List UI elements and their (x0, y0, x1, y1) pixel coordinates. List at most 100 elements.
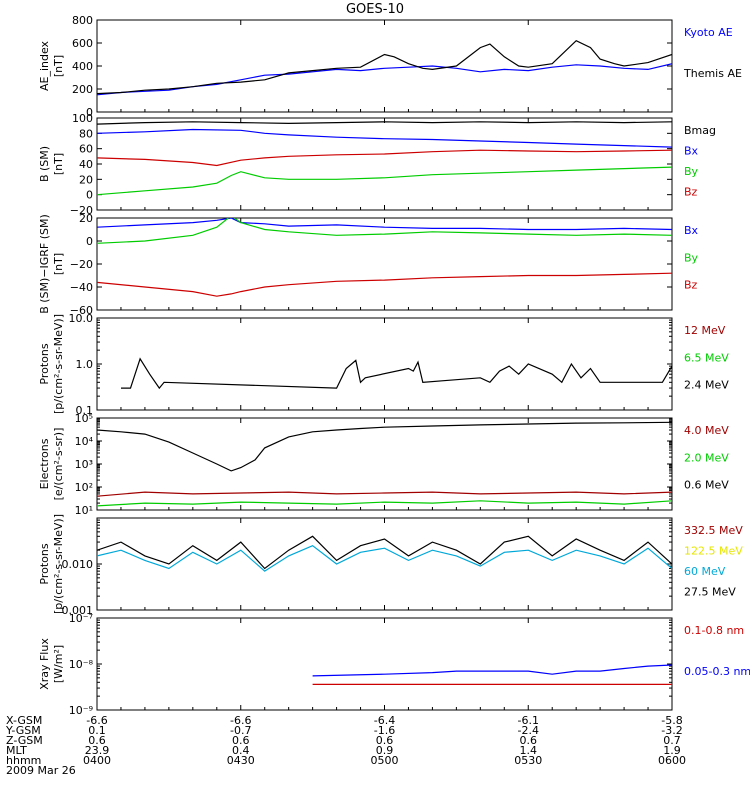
panel-5: 10¹ 10² 10³ 10⁴ 10⁵ Electrons [e/(cm²-s-sr)] 4.… (38, 412, 729, 517)
y-tick-label: 0 (86, 235, 93, 248)
y-tick-label: −20 (70, 258, 93, 271)
legend-label: Bx (684, 224, 699, 237)
y-axis-unit: [e/(cm²-s-sr)] (52, 428, 65, 501)
legend-label: Themis AE (683, 67, 742, 80)
y-tick-label: 0 (86, 106, 93, 119)
ephemeris-value: 1.9 (663, 744, 681, 757)
date-label: 2009 Mar 26 (6, 764, 76, 777)
ephemeris-value: -5.8 (661, 714, 682, 727)
y-tick-label: 80 (79, 127, 93, 140)
series-group (97, 39, 672, 96)
y-tick-label: 400 (72, 60, 93, 73)
y-tick-label: 1.0 (76, 358, 94, 371)
y-axis-unit: [W/m²] (52, 645, 65, 683)
series-line (97, 535, 672, 570)
y-tick-label: 20 (79, 173, 93, 186)
series-line (97, 39, 672, 95)
ephemeris-row-label: X-GSM (6, 714, 42, 727)
legend-label: Bmag (684, 124, 716, 137)
legend-label: By (684, 251, 699, 264)
ephemeris-value: -6.6 (230, 714, 251, 727)
y-tick-label: 10.0 (69, 312, 94, 325)
panel-3: −60 −40 −20 0 20 B (SM)−IGRF (SM) [nT] Bx By Bz (38, 212, 699, 317)
series-line (97, 491, 672, 497)
y-tick-label: 10⁻⁹ (69, 704, 93, 717)
ephemeris-value: 0.6 (520, 734, 538, 747)
y-tick-label: 0.001 (62, 604, 94, 617)
panel-frame (96, 517, 673, 611)
series-line (97, 218, 672, 231)
series-line (97, 121, 672, 125)
ephemeris-row-label: MLT (6, 744, 27, 757)
legend-label: By (684, 165, 699, 178)
legend-label: 0.1-0.8 nm (684, 624, 744, 637)
y-axis-unit: [nT] (52, 253, 65, 275)
panel-frame (96, 317, 673, 411)
y-axis-label: Xray Flux (38, 638, 51, 690)
series-line (97, 63, 672, 96)
y-axis-label: B (SM) (38, 146, 51, 182)
ephemeris-value: 1.4 (520, 744, 538, 757)
y-tick-label: 20 (79, 212, 93, 225)
ephemeris-value: 0.6 (232, 734, 250, 747)
ephemeris-value: -6.6 (86, 714, 107, 727)
panel-frame (96, 417, 673, 511)
ephemeris-value: 0400 (83, 754, 111, 767)
series-line (97, 500, 672, 507)
ephemeris-value: 0.1 (88, 724, 106, 737)
y-tick-label: 10⁵ (75, 412, 93, 425)
legend-label: 0.05-0.3 nm (684, 665, 750, 678)
series-line (97, 166, 672, 196)
ephemeris-value: 0600 (658, 754, 686, 767)
y-tick-label: 0 (86, 189, 93, 202)
legend-label: 0.6 MeV (684, 479, 729, 492)
ephemeris-row-label: Y-GSM (5, 724, 41, 737)
y-axis-label: Protons (38, 543, 51, 584)
panel-frame (96, 19, 673, 113)
legend-label: 2.0 MeV (684, 451, 729, 464)
ephemeris-value: 23.9 (85, 744, 110, 757)
y-tick-label: 10² (75, 481, 93, 494)
panel-frame (96, 617, 673, 711)
panel-6: 0.001 0.010 Protons [p/(cm²-s-sr-MeV)] 332.5… (38, 514, 743, 617)
legend-label: 60 MeV (684, 565, 726, 578)
y-axis-label: AE_index (38, 40, 51, 91)
series-line (121, 357, 672, 390)
series-group (121, 357, 672, 390)
y-tick-label: 10¹ (75, 504, 93, 517)
series-line (312, 664, 672, 677)
panel-frame (96, 117, 673, 211)
y-tick-label: 100 (72, 112, 93, 125)
ephemeris-value: 0.6 (88, 734, 106, 747)
legend-label: 12 MeV (684, 324, 726, 337)
ephemeris-value: 0430 (227, 754, 255, 767)
series-group (97, 218, 672, 297)
ephemeris-value: -6.4 (374, 714, 395, 727)
panel-frame (96, 217, 673, 311)
legend-label: Bz (684, 186, 698, 199)
legend-label: Kyoto AE (684, 26, 733, 39)
ephemeris-value: -6.1 (518, 714, 539, 727)
y-axis-label: Electrons (38, 438, 51, 489)
legend-label: 332.5 MeV (684, 524, 743, 537)
ephemeris-value: -1.6 (374, 724, 395, 737)
series-group (97, 421, 672, 507)
ephemeris-value: 0.4 (232, 744, 250, 757)
y-tick-label: −20 (70, 204, 93, 217)
ephemeris-value: 0530 (514, 754, 542, 767)
series-line (97, 272, 672, 297)
y-tick-label: 800 (72, 14, 93, 27)
legend-label: 27.5 MeV (684, 586, 736, 599)
y-tick-label: 10⁻⁷ (69, 612, 93, 625)
ephemeris-value: -2.4 (518, 724, 539, 737)
legend-label: 4.0 MeV (684, 424, 729, 437)
y-axis-unit: [nT] (52, 55, 65, 77)
legend-label: 6.5 MeV (684, 351, 729, 364)
y-tick-label: 10⁻⁸ (69, 658, 94, 671)
ephemeris-value: -0.7 (230, 724, 251, 737)
y-tick-label: 60 (79, 143, 93, 156)
series-line (97, 218, 672, 244)
series-group (97, 121, 672, 196)
